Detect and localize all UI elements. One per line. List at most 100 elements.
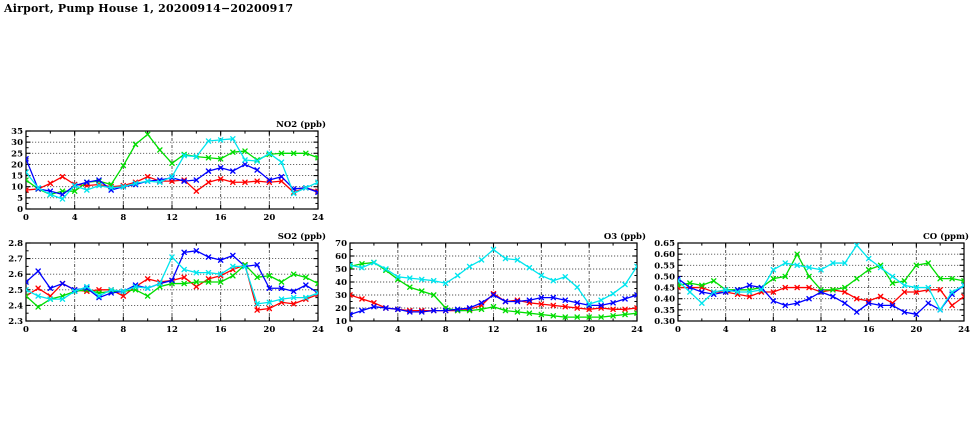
y-tick-label: 5 [17, 194, 23, 204]
data-point-marker [303, 282, 309, 288]
data-point-marker [830, 287, 836, 293]
data-point-marker [562, 303, 569, 310]
y-tick-label: 2.6 [8, 270, 23, 280]
data-point-marker [794, 284, 800, 291]
y-tick-label: 20 [335, 304, 347, 314]
data-point-marker [144, 131, 151, 138]
data-point-marker [806, 273, 812, 280]
data-point-marker [889, 273, 896, 280]
data-point-marker [35, 304, 41, 310]
series-group [26, 131, 318, 202]
data-point-marker [350, 292, 353, 298]
x-tick-label: 12 [815, 325, 827, 335]
chart-panel-no2: NO2 (ppb) 0 5 10 15 20 25 30 35 0 4 8 12 16 20 24 [0, 118, 332, 230]
data-point-marker [877, 293, 884, 300]
data-point-marker [699, 289, 705, 295]
data-point-marker [26, 293, 29, 299]
data-point-marker [574, 300, 580, 306]
data-point-marker [371, 259, 377, 266]
data-point-marker [478, 306, 485, 313]
data-point-marker [59, 191, 66, 198]
data-point-marker [278, 279, 285, 285]
data-point-marker [254, 262, 260, 268]
data-point-marker [722, 287, 729, 293]
data-point-marker [622, 306, 628, 313]
data-point-marker [205, 279, 212, 285]
data-point-marker [254, 167, 260, 173]
data-point-marker [144, 173, 151, 180]
y-tick-label: 0.45 [654, 284, 675, 294]
chart-title-no2: NO2 (ppb) [276, 119, 326, 130]
data-point-marker [315, 188, 318, 194]
x-tick-label: 4 [72, 213, 78, 223]
data-point-marker [132, 283, 139, 290]
data-point-marker [574, 305, 580, 311]
data-point-marker [598, 302, 604, 309]
data-point-marker [350, 262, 353, 268]
data-point-marker [490, 292, 497, 298]
data-point-marker [454, 306, 461, 313]
data-point-marker [181, 249, 187, 256]
data-point-marker [230, 263, 236, 270]
data-point-marker [407, 275, 413, 281]
data-point-marker [26, 156, 29, 162]
data-point-marker [84, 283, 90, 290]
data-point-marker [26, 287, 29, 293]
data-point-marker [562, 297, 569, 303]
data-point-marker [120, 162, 127, 169]
data-point-marker [949, 275, 955, 282]
x-tick-label: 8 [443, 325, 449, 335]
data-point-marker [193, 248, 200, 254]
series-group [678, 243, 964, 318]
data-point-marker [217, 257, 224, 263]
data-point-marker [699, 300, 705, 306]
x-tick-label: 12 [166, 213, 178, 223]
data-point-marker [678, 278, 681, 284]
data-point-marker [889, 280, 896, 286]
data-point-marker [842, 260, 848, 266]
y-tick-label: 25 [11, 149, 23, 159]
data-point-marker [157, 179, 163, 186]
data-point-marker [217, 156, 224, 162]
data-point-marker [278, 150, 285, 157]
data-point-marker [746, 293, 753, 300]
data-point-marker [290, 294, 297, 301]
data-point-marker [853, 243, 860, 249]
data-point-marker [913, 284, 920, 291]
data-point-marker [26, 279, 29, 285]
data-point-marker [169, 254, 175, 260]
data-point-marker [794, 262, 800, 269]
data-point-marker [514, 298, 521, 305]
axis-ticks: 10 20 30 40 50 60 70 0 4 8 12 16 20 24 [335, 239, 643, 335]
data-point-marker [254, 178, 260, 184]
data-point-marker [217, 164, 224, 171]
data-point-marker [901, 289, 908, 295]
x-tick-label: 24 [631, 325, 643, 335]
data-point-marker [132, 180, 139, 187]
data-point-marker [96, 182, 102, 189]
y-tick-label: 20 [11, 160, 23, 170]
data-point-marker [562, 314, 569, 320]
data-point-marker [913, 289, 920, 295]
data-point-marker [634, 310, 637, 316]
series-cyan [26, 254, 318, 307]
data-point-marker [937, 275, 943, 282]
data-point-marker [242, 157, 248, 163]
data-point-marker [586, 301, 592, 307]
data-point-marker [205, 254, 212, 260]
data-point-marker [181, 152, 187, 159]
data-point-marker [359, 296, 365, 302]
x-tick-label: 16 [863, 325, 875, 335]
data-point-marker [782, 273, 789, 280]
data-point-marker [120, 288, 127, 295]
data-point-marker [169, 173, 175, 180]
y-tick-label: 70 [335, 239, 347, 249]
y-tick-label: 0.50 [654, 272, 675, 282]
data-point-marker [794, 300, 800, 306]
data-point-marker [35, 186, 41, 192]
data-point-marker [157, 280, 163, 287]
data-point-marker [230, 149, 236, 155]
axis-ticks: 2.3 2.4 2.5 2.6 2.7 2.8 0 4 8 12 16 20 24 [8, 239, 324, 335]
data-point-marker [865, 300, 872, 306]
x-tick-label: 8 [120, 213, 126, 223]
